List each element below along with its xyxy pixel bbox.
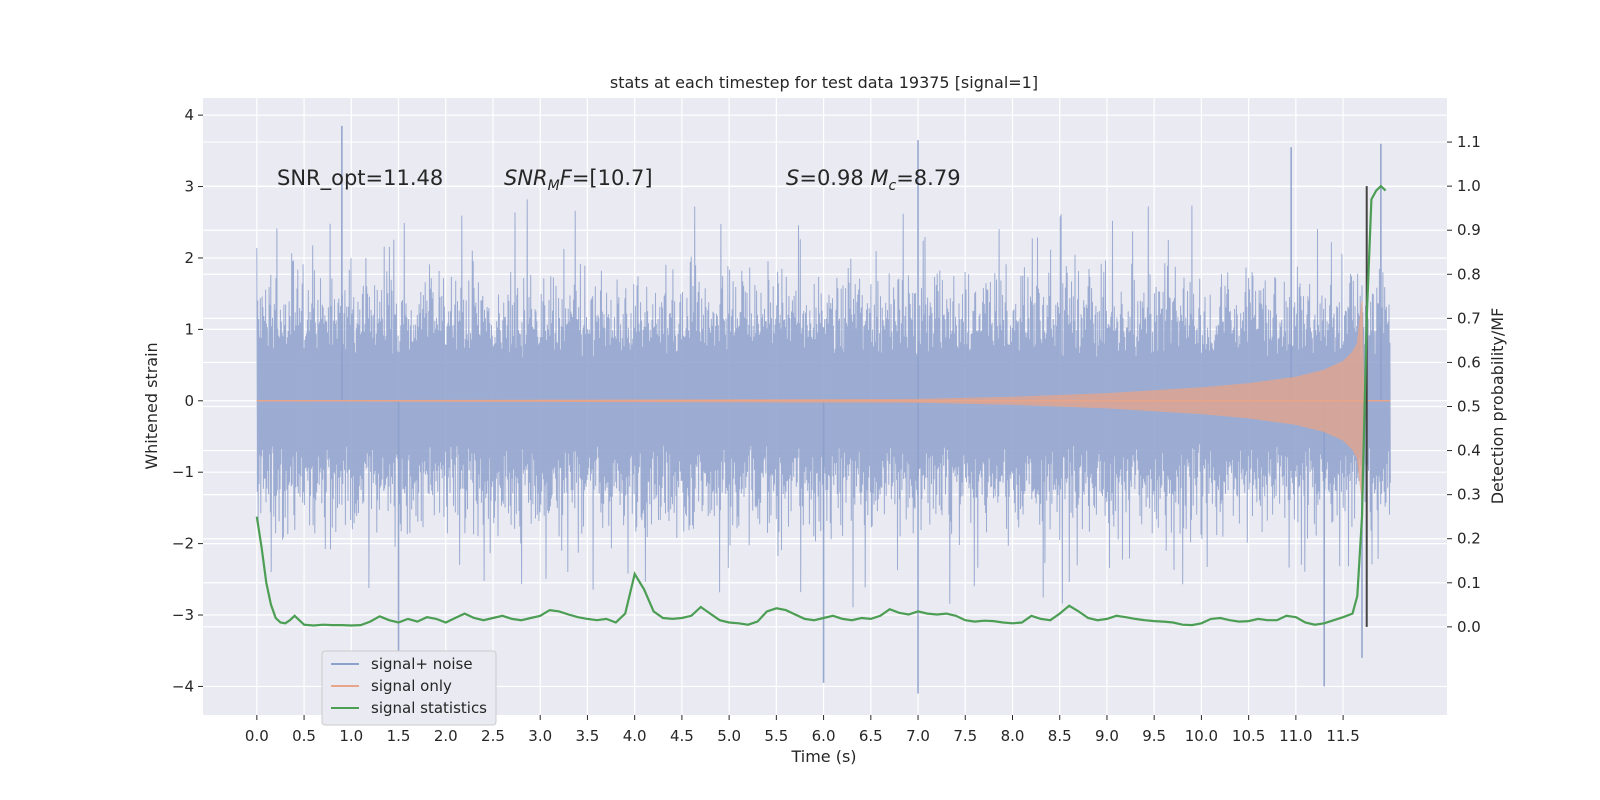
x-tick-label: 6.5 — [859, 727, 883, 745]
x-tick-label: 7.0 — [906, 727, 930, 745]
x-tick-label: 8.5 — [1048, 727, 1072, 745]
left-tick-label: 0 — [184, 392, 194, 410]
left-tick-label: −4 — [172, 677, 194, 695]
legend-label-stats: signal statistics — [371, 699, 487, 717]
left-tick-label: −2 — [172, 535, 194, 553]
left-tick-label: −1 — [172, 463, 194, 481]
x-tick-label: 10.5 — [1232, 727, 1265, 745]
x-tick-label: 0.5 — [292, 727, 316, 745]
left-tick-label: −3 — [172, 606, 194, 624]
x-tick-label: 3.0 — [528, 727, 552, 745]
right-tick-label: 0.3 — [1457, 486, 1481, 504]
x-tick-label: 6.0 — [812, 727, 836, 745]
x-tick-label: 5.5 — [764, 727, 788, 745]
x-tick-label: 11.5 — [1326, 727, 1359, 745]
left-tick-label: 4 — [184, 106, 194, 124]
right-tick-label: 0.7 — [1457, 309, 1481, 327]
left-axis-label: Whitened strain — [142, 342, 161, 469]
x-tick-label: 0.0 — [245, 727, 269, 745]
chart-title: stats at each timestep for test data 193… — [610, 73, 1038, 92]
right-axis-label: Detection probability/MF — [1488, 308, 1507, 505]
right-tick-label: 0.4 — [1457, 442, 1481, 460]
x-tick-label: 1.0 — [339, 727, 363, 745]
annotation-s-mc: S=0.98 Mc=8.79 — [786, 166, 961, 194]
x-tick-label: 3.5 — [576, 727, 600, 745]
right-tick-label: 0.9 — [1457, 221, 1481, 239]
right-tick-label: 1.1 — [1457, 133, 1481, 151]
x-tick-label: 5.0 — [717, 727, 741, 745]
legend-label-signal: signal only — [371, 677, 452, 695]
x-tick-label: 4.0 — [623, 727, 647, 745]
x-axis-label: Time (s) — [790, 747, 856, 766]
right-tick-label: 0.1 — [1457, 574, 1481, 592]
x-tick-label: 9.5 — [1142, 727, 1166, 745]
signal-only-series — [256, 300, 1391, 501]
x-tick-label: 9.0 — [1095, 727, 1119, 745]
x-tick-label: 11.0 — [1279, 727, 1312, 745]
right-tick-label: 1.0 — [1457, 177, 1481, 195]
left-tick-label: 2 — [184, 249, 194, 267]
annotation-snr-opt: SNR_opt=11.48 — [277, 166, 443, 191]
left-tick-label: 3 — [184, 178, 194, 196]
x-tick-label: 1.5 — [387, 727, 411, 745]
annotation-snr-mf: SNRMF=[10.7] — [504, 166, 653, 194]
right-tick-label: 0.2 — [1457, 530, 1481, 548]
left-axis-ticks: 4 3 2 1 0 −1 −2 −3 −4 — [172, 106, 203, 695]
right-tick-label: 0.5 — [1457, 398, 1481, 416]
x-tick-label: 4.5 — [670, 727, 694, 745]
right-axis-ticks: 1.1 1.0 0.9 0.8 0.7 0.6 0.5 0.4 0.3 0.2 0.1 0.0 — [1447, 133, 1481, 636]
x-tick-label: 8.0 — [1001, 727, 1025, 745]
signal-statistics-line — [255, 184, 1387, 627]
right-tick-label: 0.6 — [1457, 353, 1481, 371]
x-tick-label: 10.0 — [1185, 727, 1218, 745]
x-tick-label: 2.5 — [481, 727, 505, 745]
x-tick-label: 2.0 — [434, 727, 458, 745]
legend-label-noise: signal+ noise — [371, 655, 473, 673]
legend-box — [321, 650, 497, 726]
right-tick-label: 0.0 — [1457, 618, 1481, 636]
left-tick-label: 1 — [184, 320, 194, 338]
x-tick-label: 7.5 — [953, 727, 977, 745]
x-axis-ticks: 0.0 0.5 1.0 1.5 2.0 2.5 3.0 3.5 4.0 4.5 5.0 5.5 6.0 6… — [245, 715, 1360, 745]
right-tick-label: 0.8 — [1457, 265, 1481, 283]
legend: signal+ noise signal only signal statist… — [321, 650, 497, 726]
